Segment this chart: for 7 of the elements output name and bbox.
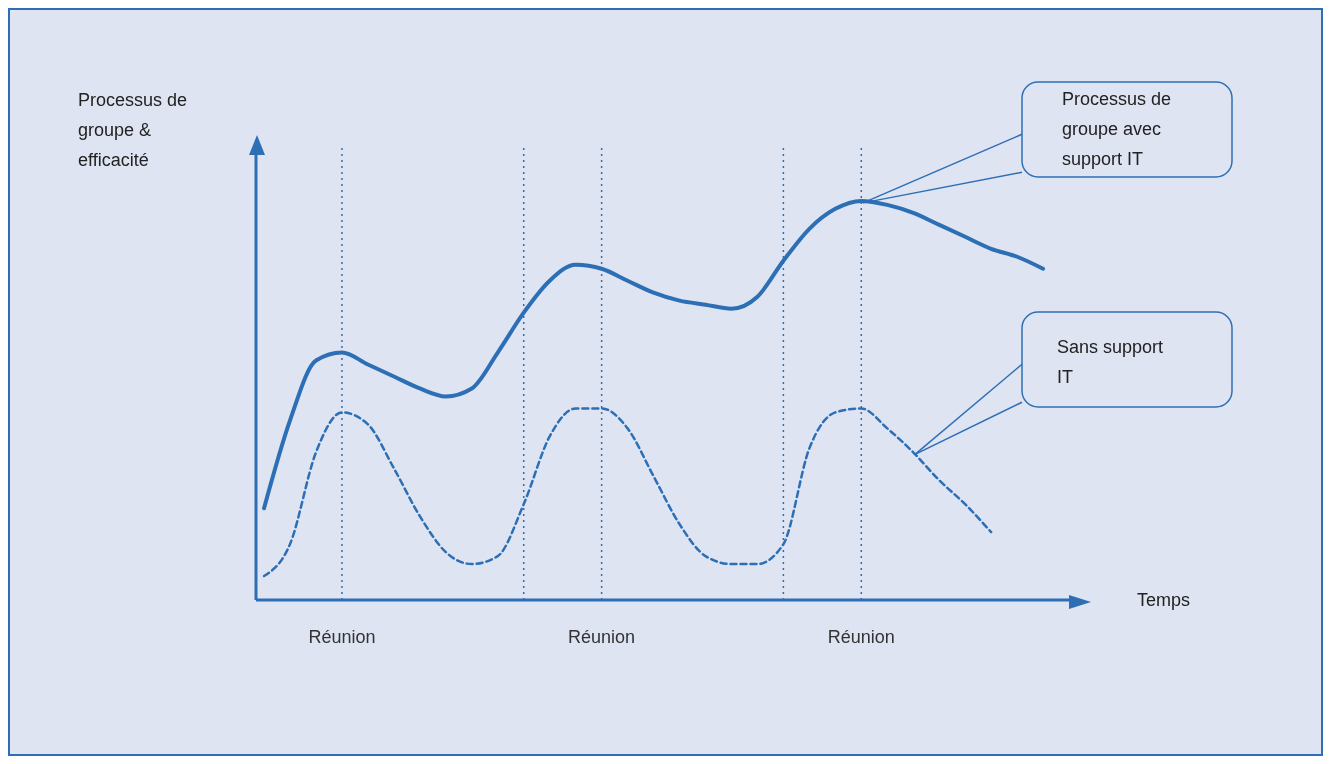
y-axis-title: Processus de groupe & efficacité (78, 89, 188, 172)
x-tick-label: Réunion (568, 626, 636, 647)
text: Processus de groupe avec support IT (1062, 88, 1173, 171)
x-tick-label: Réunion (308, 626, 376, 647)
x-tick-label: Réunion (827, 626, 895, 647)
text: Sans support IT (1057, 336, 1165, 389)
x-axis-title: Temps (1137, 590, 1191, 611)
